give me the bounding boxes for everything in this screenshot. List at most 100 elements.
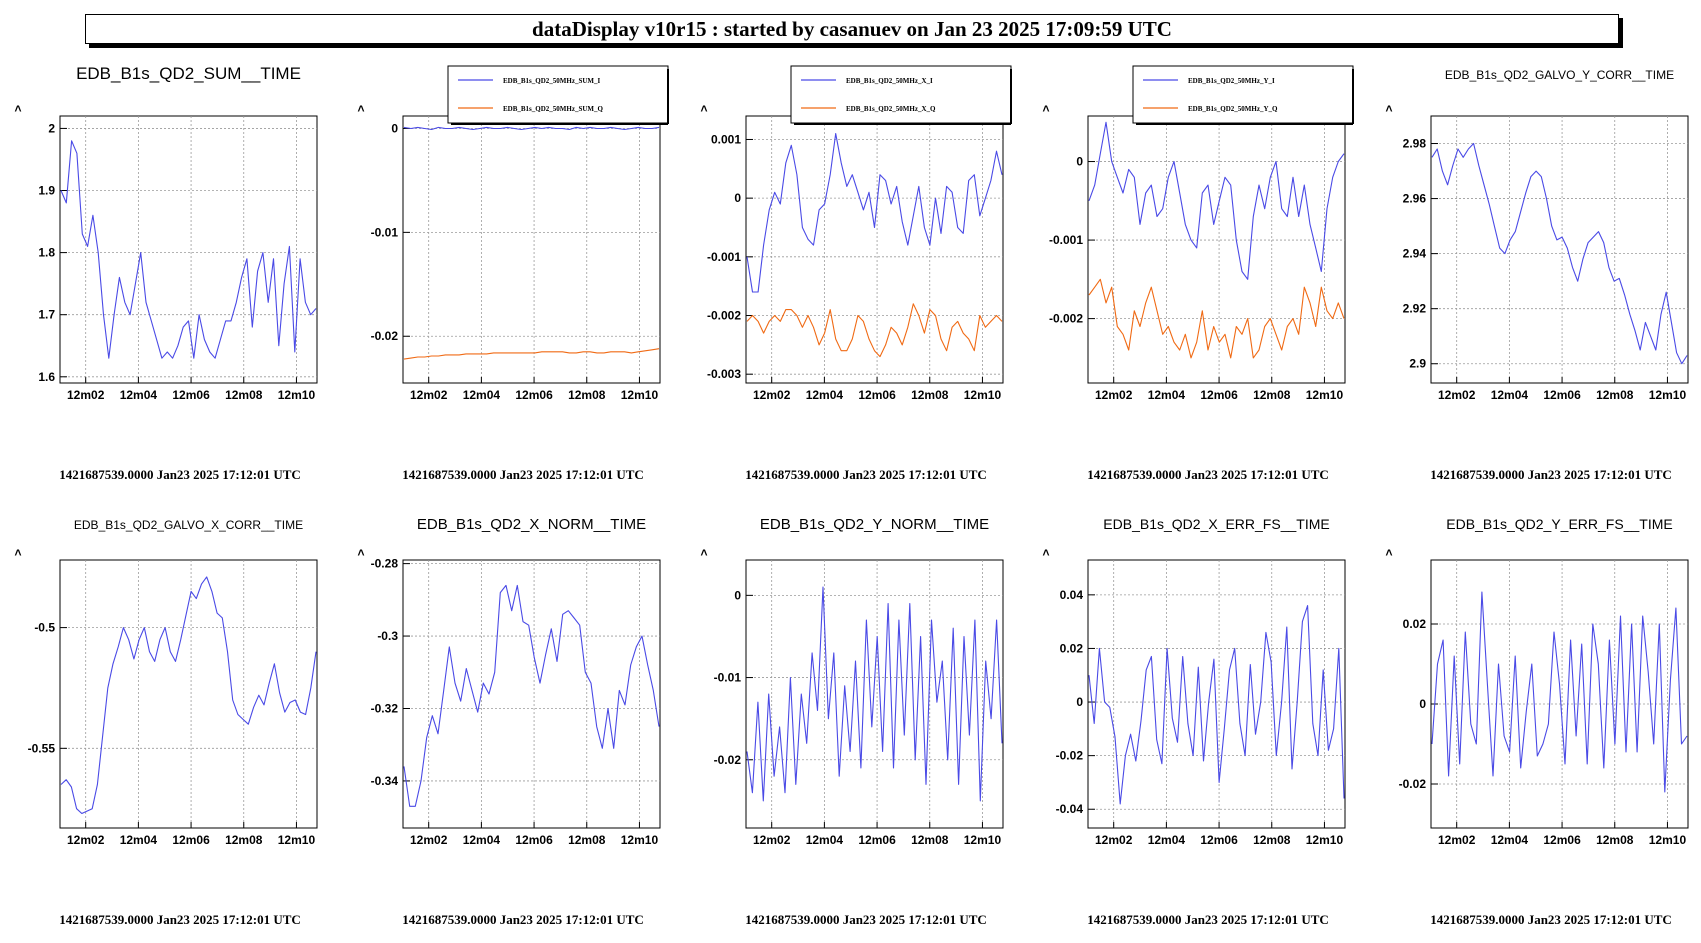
y-tick-label: 0 xyxy=(734,588,741,602)
y-tick-label: -0.001 xyxy=(707,250,741,264)
chart-title: EDB_B1s_QD2_X_ERR_FS__TIME xyxy=(1103,516,1329,532)
y-tick-label: -0.002 xyxy=(707,309,741,323)
plot-frame xyxy=(402,559,661,829)
x-tick-label: 12m04 xyxy=(1148,833,1186,847)
legend-label: EDB_B1s_QD2_50MHz_X_I xyxy=(846,77,933,85)
timestamp-footer: 1421687539.0000 Jan23 2025 17:12:01 UTC xyxy=(1430,467,1672,482)
y-axis-label: > xyxy=(1382,105,1396,112)
y-tick-label: 0.02 xyxy=(1403,617,1427,631)
series-line-2 xyxy=(1088,278,1345,359)
timestamp-footer: 1421687539.0000 Jan23 2025 17:12:01 UTC xyxy=(1087,912,1329,927)
x-tick-label: 12m06 xyxy=(172,388,210,402)
x-tick-label: 12m04 xyxy=(1491,833,1529,847)
series-line-1 xyxy=(403,126,660,131)
timestamp-footer: 1421687539.0000 Jan23 2025 17:12:01 UTC xyxy=(59,467,301,482)
x-tick-label: 12m10 xyxy=(278,388,316,402)
chart-title: EDB_B1s_QD2_Y_ERR_FS__TIME xyxy=(1446,516,1672,532)
plot-frame xyxy=(402,115,661,384)
y-axis-label: > xyxy=(697,105,711,112)
x-tick-label: 12m10 xyxy=(964,833,1002,847)
chart-panel-9: 12m02 12m04 12m06 12m08 12m10 0.04 0.02 0 -0.02 -… xyxy=(1039,516,1346,927)
chart-title: EDB_B1s_QD2_SUM__TIME xyxy=(76,64,301,83)
y-tick-label: -0.001 xyxy=(1049,233,1083,247)
y-tick-label: 0.001 xyxy=(711,132,741,146)
x-tick-label: 12m06 xyxy=(858,388,896,402)
series-line-1 xyxy=(1431,142,1688,365)
x-tick-label: 12m02 xyxy=(1438,388,1476,402)
banner-title: dataDisplay v10r15 : started by casanuev… xyxy=(85,14,1619,44)
legend-box xyxy=(790,65,1012,124)
y-tick-label: 2.98 xyxy=(1403,137,1427,151)
plot-frame xyxy=(745,115,1004,384)
x-tick-label: 12m08 xyxy=(1596,388,1634,402)
plot-frame xyxy=(59,115,318,384)
timestamp-footer: 1421687539.0000 Jan23 2025 17:12:01 UTC xyxy=(59,912,301,927)
x-tick-label: 12m02 xyxy=(1095,833,1133,847)
x-tick-label: 12m08 xyxy=(225,388,263,402)
x-tick-label: 12m04 xyxy=(806,388,844,402)
y-axis-label: > xyxy=(354,105,368,112)
y-tick-label: 1.7 xyxy=(38,308,55,322)
x-tick-label: 12m10 xyxy=(1306,388,1344,402)
x-tick-label: 12m06 xyxy=(515,833,553,847)
y-tick-label: -0.34 xyxy=(371,774,399,788)
x-tick-label: 12m10 xyxy=(964,388,1002,402)
plot-frame xyxy=(59,559,318,829)
x-tick-label: 12m06 xyxy=(172,833,210,847)
x-tick-label: 12m04 xyxy=(806,833,844,847)
chart-panel-3: 12m02 12m04 12m06 12m08 12m10 0.001 0 -0.001 -0.… xyxy=(697,65,1012,482)
y-tick-label: -0.02 xyxy=(714,753,742,767)
x-tick-label: 12m02 xyxy=(410,833,448,847)
series-line-1 xyxy=(60,576,317,815)
y-axis-label: > xyxy=(11,105,25,112)
x-tick-label: 12m10 xyxy=(278,833,316,847)
legend-box xyxy=(1132,65,1354,124)
series-line-1 xyxy=(403,584,660,807)
y-tick-label: 0 xyxy=(391,121,398,135)
x-tick-label: 12m10 xyxy=(1306,833,1344,847)
x-tick-label: 12m04 xyxy=(463,388,501,402)
x-tick-label: 12m02 xyxy=(410,388,448,402)
x-tick-label: 12m10 xyxy=(621,833,659,847)
chart-panel-6: 12m02 12m04 12m06 12m08 12m10 -0.5 -0.55 > EDB_B… xyxy=(11,518,318,927)
chart-title: EDB_B1s_QD2_GALVO_Y_CORR__TIME xyxy=(1445,68,1674,82)
x-tick-label: 12m08 xyxy=(1596,833,1634,847)
chart-panel-1: 12m02 12m04 12m06 12m08 12m10 2 1.9 1.8 1.7 1.6 > E… xyxy=(11,64,318,482)
y-tick-label: 1.6 xyxy=(38,370,55,384)
series-line-1 xyxy=(60,140,317,359)
x-tick-label: 12m08 xyxy=(225,833,263,847)
y-tick-label: -0.5 xyxy=(34,621,55,635)
y-tick-label: -0.002 xyxy=(1049,312,1083,326)
x-tick-label: 12m04 xyxy=(1148,388,1186,402)
x-tick-label: 12m02 xyxy=(1438,833,1476,847)
timestamp-footer: 1421687539.0000 Jan23 2025 17:12:01 UTC xyxy=(745,912,987,927)
chart-panel-7: 12m02 12m04 12m06 12m08 12m10 -0.28 -0.3 -0.32 -… xyxy=(354,516,661,927)
series-line-2 xyxy=(746,303,1003,358)
x-tick-label: 12m10 xyxy=(1649,388,1687,402)
x-tick-label: 12m10 xyxy=(1649,833,1687,847)
x-tick-label: 12m08 xyxy=(911,388,949,402)
x-tick-label: 12m02 xyxy=(67,833,105,847)
x-tick-label: 12m06 xyxy=(1200,388,1238,402)
plot-frame xyxy=(1430,559,1689,829)
chart-title: EDB_B1s_QD2_Y_NORM__TIME xyxy=(760,516,989,533)
x-tick-label: 12m02 xyxy=(753,388,791,402)
chart-panel-10: 12m02 12m04 12m06 12m08 12m10 0.02 0 -0.02 > EDB_… xyxy=(1382,516,1689,927)
timestamp-footer: 1421687539.0000 Jan23 2025 17:12:01 UTC xyxy=(745,467,987,482)
y-axis-label: > xyxy=(11,549,25,556)
series-line-2 xyxy=(403,348,660,360)
banner-title-text: dataDisplay v10r15 : started by casanuev… xyxy=(532,16,1172,41)
y-tick-label: 0.02 xyxy=(1060,641,1084,655)
y-tick-label: 2.96 xyxy=(1403,192,1427,206)
x-tick-label: 12m04 xyxy=(120,833,158,847)
x-tick-label: 12m06 xyxy=(1200,833,1238,847)
y-tick-label: -0.003 xyxy=(707,367,741,381)
series-line-1 xyxy=(746,133,1003,293)
legend-label: EDB_B1s_QD2_50MHz_Y_Q xyxy=(1188,105,1278,113)
y-tick-label: 0 xyxy=(734,191,741,205)
y-tick-label: 0.04 xyxy=(1060,588,1084,602)
legend-label: EDB_B1s_QD2_50MHz_Y_I xyxy=(1188,77,1275,85)
y-tick-label: 0 xyxy=(1419,697,1426,711)
chart-panel-2: 12m02 12m04 12m06 12m08 12m10 0 -0.01 -0.02 > EDB… xyxy=(354,65,669,482)
